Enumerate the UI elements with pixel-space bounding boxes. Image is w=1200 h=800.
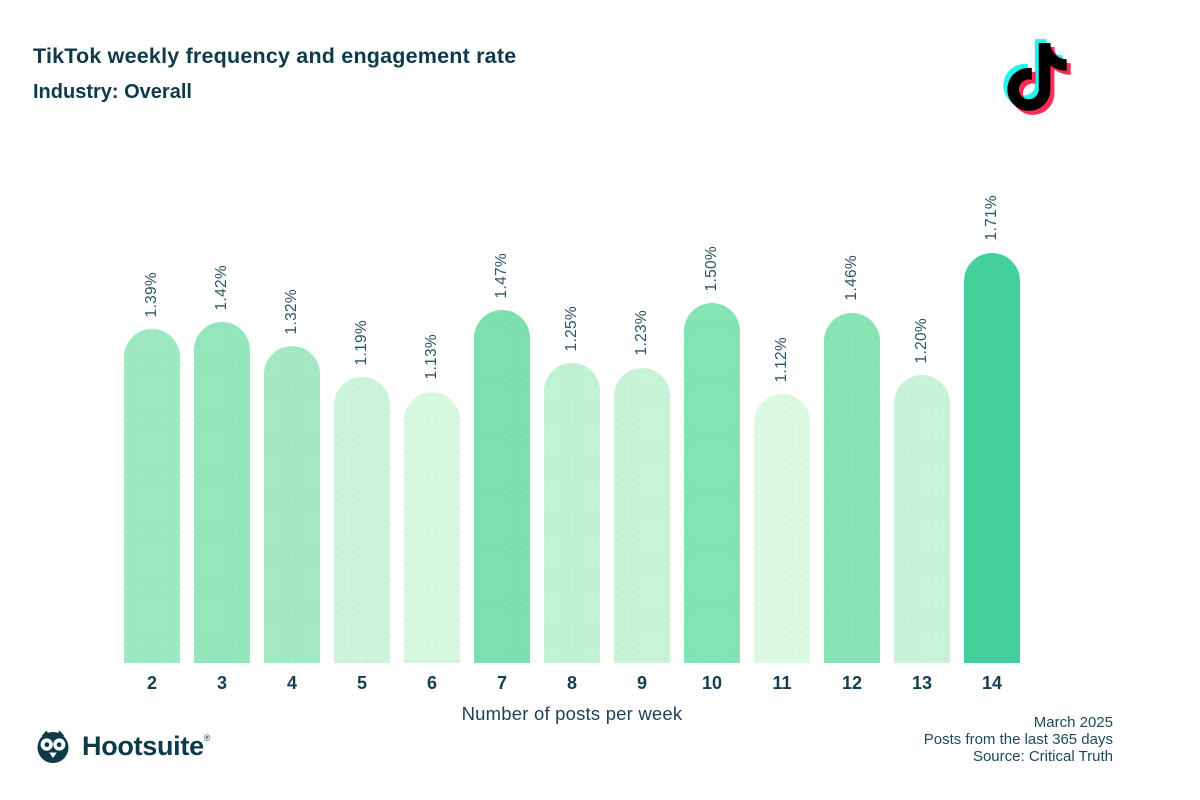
bar <box>264 346 320 663</box>
bar-value-label: 1.71% <box>983 195 1000 241</box>
bar <box>404 391 460 663</box>
registered-trademark: ® <box>203 732 211 743</box>
bars-container: 1.39% 2 1.42% 3 1.32% 4 1.19% 5 1.13% 6 1.47% 7 1.25… <box>124 195 1020 693</box>
bar-value-label: 1.23% <box>633 310 650 356</box>
bar-value-label: 1.25% <box>563 305 580 351</box>
bar <box>894 375 950 663</box>
bar-column: 1.50% 10 <box>684 246 740 693</box>
tiktok-logo-icon <box>1003 39 1071 115</box>
bar-column: 1.47% 7 <box>474 253 530 693</box>
bar-value-label: 1.47% <box>493 252 510 299</box>
page-title: TikTok weekly frequency and engagement r… <box>33 44 517 68</box>
bar-column: 1.23% 9 <box>614 310 670 693</box>
x-tick-label: 7 <box>496 673 507 693</box>
note-range: Posts from the last 365 days <box>923 731 1113 748</box>
bar <box>614 367 670 663</box>
bar <box>474 310 530 663</box>
page-subtitle: Industry: Overall <box>33 81 192 103</box>
bar-column: 1.71% 14 <box>964 195 1020 693</box>
x-axis-title: Number of posts per week <box>461 703 683 724</box>
x-tick-label: 10 <box>701 673 723 693</box>
bar-chart: 1.39% 2 1.42% 3 1.32% 4 1.19% 5 1.13% 6 1.47% 7 1.25… <box>124 195 1020 725</box>
hootsuite-owl-icon <box>37 730 69 763</box>
bar-value-label: 1.50% <box>703 245 720 291</box>
x-tick-label: 2 <box>146 673 157 693</box>
bar-value-label: 1.46% <box>843 255 860 301</box>
hootsuite-wordmark: Hootsuite® <box>82 731 210 762</box>
x-tick-label: 12 <box>841 673 863 693</box>
bar-value-label: 1.13% <box>423 334 440 380</box>
bar <box>124 329 180 663</box>
header: TikTok weekly frequency and engagement r… <box>33 44 516 104</box>
bar <box>194 322 250 663</box>
note-date: March 2025 <box>1033 714 1113 731</box>
x-tick-label: 3 <box>216 673 227 693</box>
bar <box>964 252 1020 663</box>
bar-value-label: 1.42% <box>213 264 230 311</box>
note-source: Source: Critical Truth <box>972 748 1113 765</box>
bar-value-label: 1.32% <box>283 288 300 335</box>
x-tick-label: 8 <box>566 673 577 693</box>
bar <box>544 363 600 663</box>
bar-column: 1.20% 13 <box>894 318 950 693</box>
x-tick-label: 6 <box>426 673 437 693</box>
bar <box>684 303 740 663</box>
bar-column: 1.13% 6 <box>404 334 460 693</box>
bar-value-label: 1.12% <box>773 336 790 383</box>
x-tick-label: 9 <box>636 673 647 693</box>
bar-column: 1.32% 4 <box>264 289 320 693</box>
bar-column: 1.42% 3 <box>194 265 250 693</box>
source-notes: March 2025 Posts from the last 365 days … <box>924 714 1113 765</box>
bar-column: 1.19% 5 <box>334 320 390 693</box>
bar <box>824 312 880 663</box>
bar-column: 1.12% 11 <box>754 337 810 693</box>
bar-value-label: 1.39% <box>143 271 160 318</box>
x-tick-label: 11 <box>772 673 792 693</box>
hootsuite-name: Hootsuite <box>82 730 204 761</box>
bar-value-label: 1.20% <box>913 317 930 363</box>
bar-column: 1.46% 12 <box>824 255 880 693</box>
bar-column: 1.25% 8 <box>544 306 600 693</box>
x-tick-label: 4 <box>286 673 297 693</box>
hootsuite-logo: Hootsuite® <box>33 726 210 766</box>
x-tick-label: 13 <box>911 673 933 693</box>
bar <box>754 394 810 663</box>
bar-value-label: 1.19% <box>353 319 370 366</box>
x-tick-label: 5 <box>356 673 367 693</box>
bar-column: 1.39% 2 <box>124 272 180 693</box>
x-tick-label: 14 <box>981 673 1003 693</box>
bar <box>334 377 390 663</box>
